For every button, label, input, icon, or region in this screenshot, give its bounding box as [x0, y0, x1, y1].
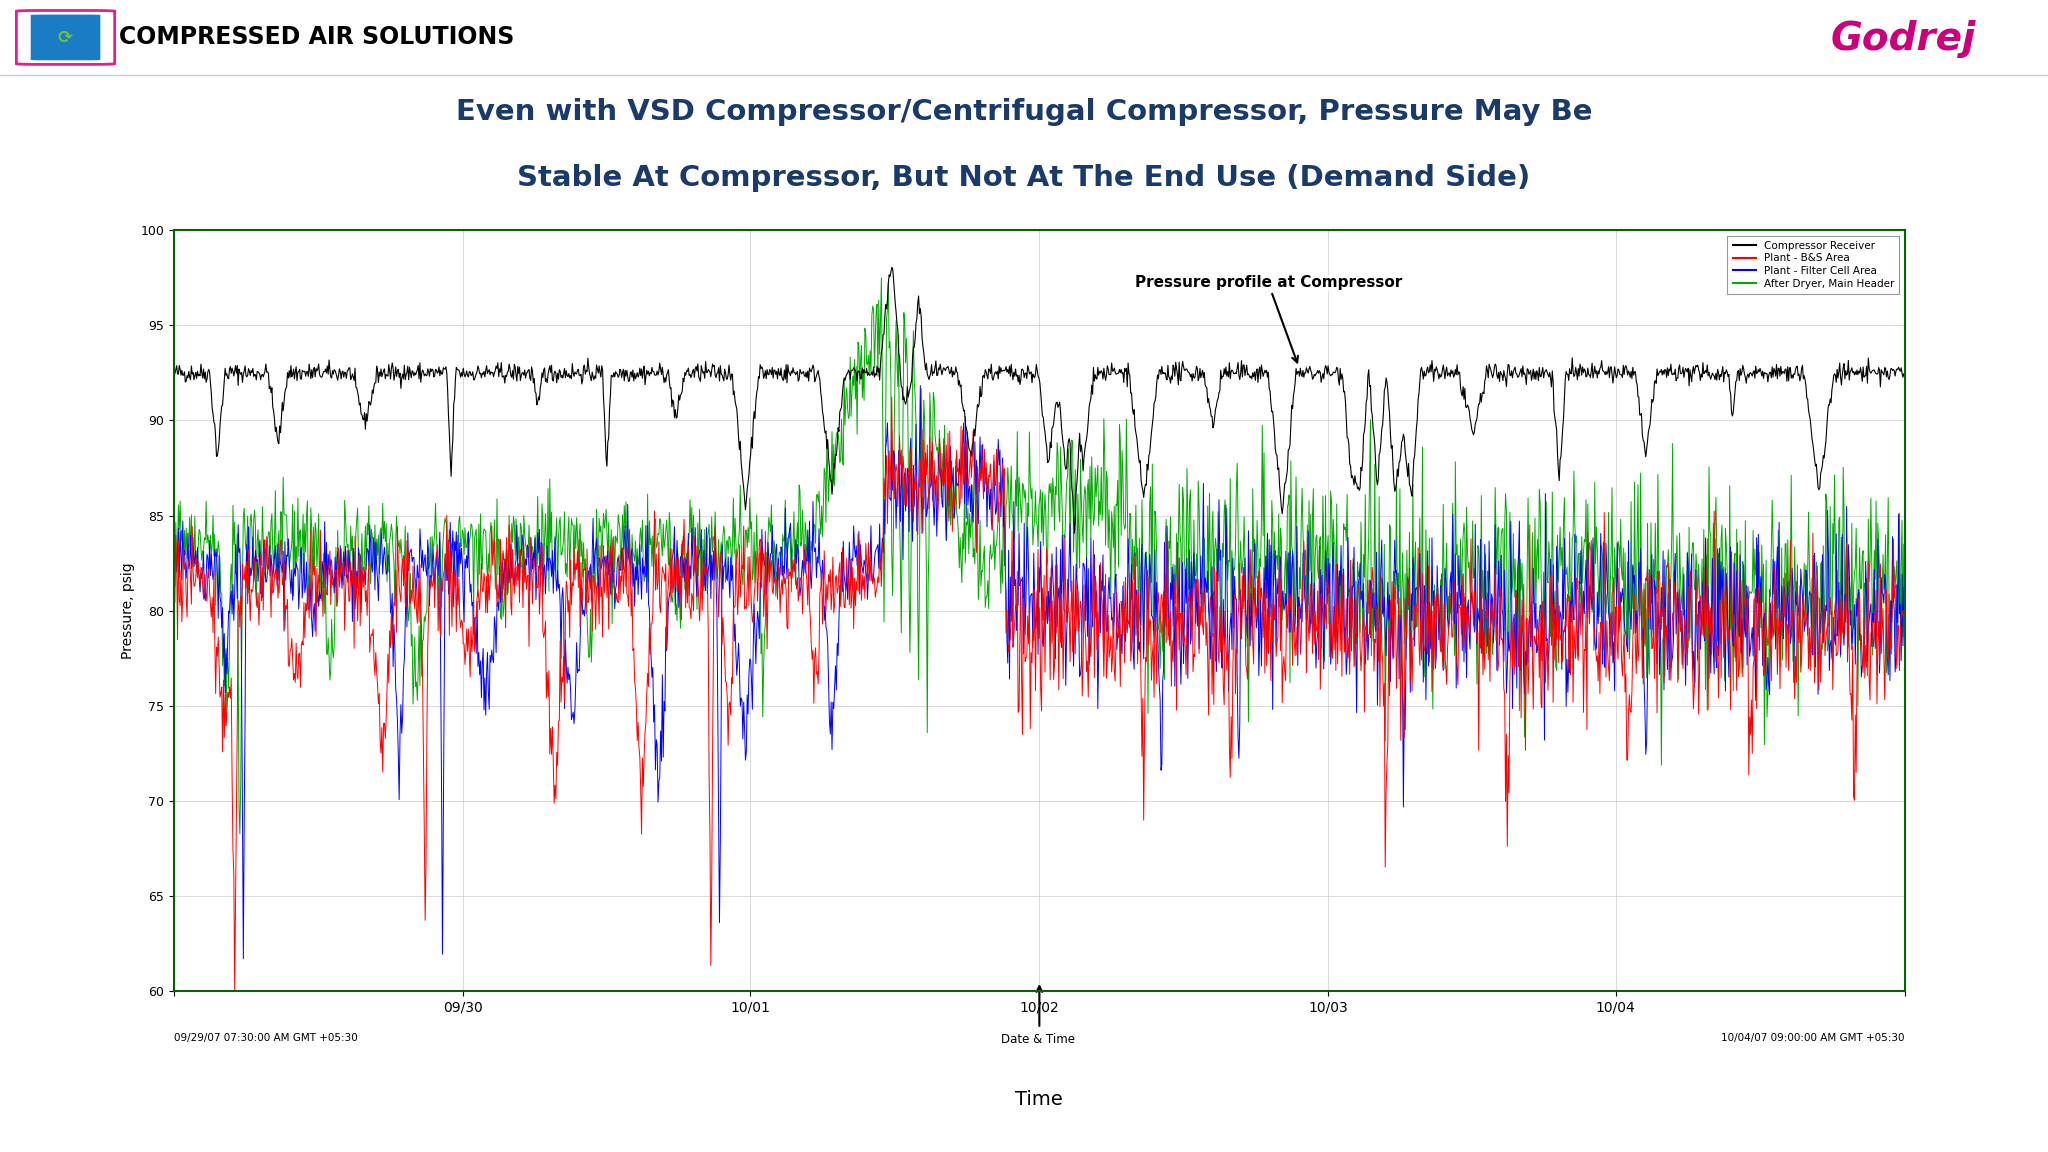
Plant - B&S Area — [1843, 708, 1868, 722]
After Dryer, Main Header — [1892, 585, 1917, 599]
After Dryer, Main Header — [958, 514, 983, 528]
Y-axis label: Pressure, psig: Pressure, psig — [121, 562, 135, 659]
Compressor Receiver — [879, 260, 903, 274]
Plant - Filter Cell Area — [252, 546, 276, 560]
Compressor Receiver — [250, 367, 274, 381]
Line: Plant - B&S Area: Plant - B&S Area — [174, 397, 1905, 991]
After Dryer, Main Header — [227, 827, 252, 841]
Compressor Receiver — [958, 445, 983, 458]
Compressor Receiver — [162, 364, 186, 378]
After Dryer, Main Header — [1843, 561, 1868, 575]
Compressor Receiver — [1004, 369, 1028, 382]
Plant - Filter Cell Area — [1526, 628, 1550, 642]
Plant - B&S Area — [958, 470, 983, 484]
Plant - Filter Cell Area — [1843, 658, 1868, 672]
Line: Plant - Filter Cell Area: Plant - Filter Cell Area — [174, 386, 1905, 958]
Plant - B&S Area — [162, 545, 186, 559]
Plant - B&S Area — [223, 984, 248, 998]
Plant - B&S Area — [879, 391, 903, 404]
After Dryer, Main Header — [162, 563, 186, 577]
Line: After Dryer, Main Header: After Dryer, Main Header — [174, 278, 1905, 834]
Text: Even with VSD Compressor/Centrifugal Compressor, Pressure May Be: Even with VSD Compressor/Centrifugal Com… — [457, 98, 1591, 126]
Plant - Filter Cell Area — [958, 478, 983, 492]
Line: Compressor Receiver: Compressor Receiver — [174, 267, 1905, 533]
Plant - Filter Cell Area — [162, 531, 186, 545]
Legend: Compressor Receiver, Plant - B&S Area, Plant - Filter Cell Area, After Dryer, Ma: Compressor Receiver, Plant - B&S Area, P… — [1726, 236, 1898, 294]
After Dryer, Main Header — [1006, 425, 1030, 439]
Plant - B&S Area — [1843, 765, 1868, 779]
Text: Pressure profile at Compressor: Pressure profile at Compressor — [1135, 275, 1401, 363]
Plant - Filter Cell Area — [231, 952, 256, 965]
Compressor Receiver — [1843, 365, 1868, 379]
FancyBboxPatch shape — [31, 15, 100, 60]
Compressor Receiver — [1843, 367, 1868, 381]
Plant - B&S Area — [1006, 564, 1030, 578]
Plant - Filter Cell Area — [907, 379, 932, 393]
Text: Stable At Compressor, But Not At The End Use (Demand Side): Stable At Compressor, But Not At The End… — [518, 165, 1530, 192]
Text: 10/04/07 09:00:00 AM GMT +05:30: 10/04/07 09:00:00 AM GMT +05:30 — [1720, 1032, 1905, 1043]
Plant - B&S Area — [252, 604, 276, 617]
Compressor Receiver — [1526, 373, 1550, 387]
After Dryer, Main Header — [868, 271, 893, 285]
Compressor Receiver — [1063, 526, 1087, 540]
Text: Godrej: Godrej — [1831, 20, 1976, 58]
After Dryer, Main Header — [1843, 522, 1868, 536]
Text: Time: Time — [1016, 1090, 1063, 1108]
Plant - B&S Area — [1892, 642, 1917, 655]
Plant - Filter Cell Area — [1843, 592, 1868, 606]
Plant - B&S Area — [1526, 628, 1550, 642]
Compressor Receiver — [1892, 370, 1917, 384]
After Dryer, Main Header — [1526, 573, 1550, 586]
Plant - Filter Cell Area — [1006, 599, 1030, 613]
Text: ⟳: ⟳ — [57, 29, 74, 46]
Text: Date & Time: Date & Time — [1001, 1032, 1075, 1046]
Plant - Filter Cell Area — [1892, 573, 1917, 586]
After Dryer, Main Header — [252, 532, 276, 546]
Text: 09/29/07 07:30:00 AM GMT +05:30: 09/29/07 07:30:00 AM GMT +05:30 — [174, 1032, 358, 1043]
FancyBboxPatch shape — [16, 10, 115, 65]
Text: COMPRESSED AIR SOLUTIONS: COMPRESSED AIR SOLUTIONS — [119, 25, 514, 50]
